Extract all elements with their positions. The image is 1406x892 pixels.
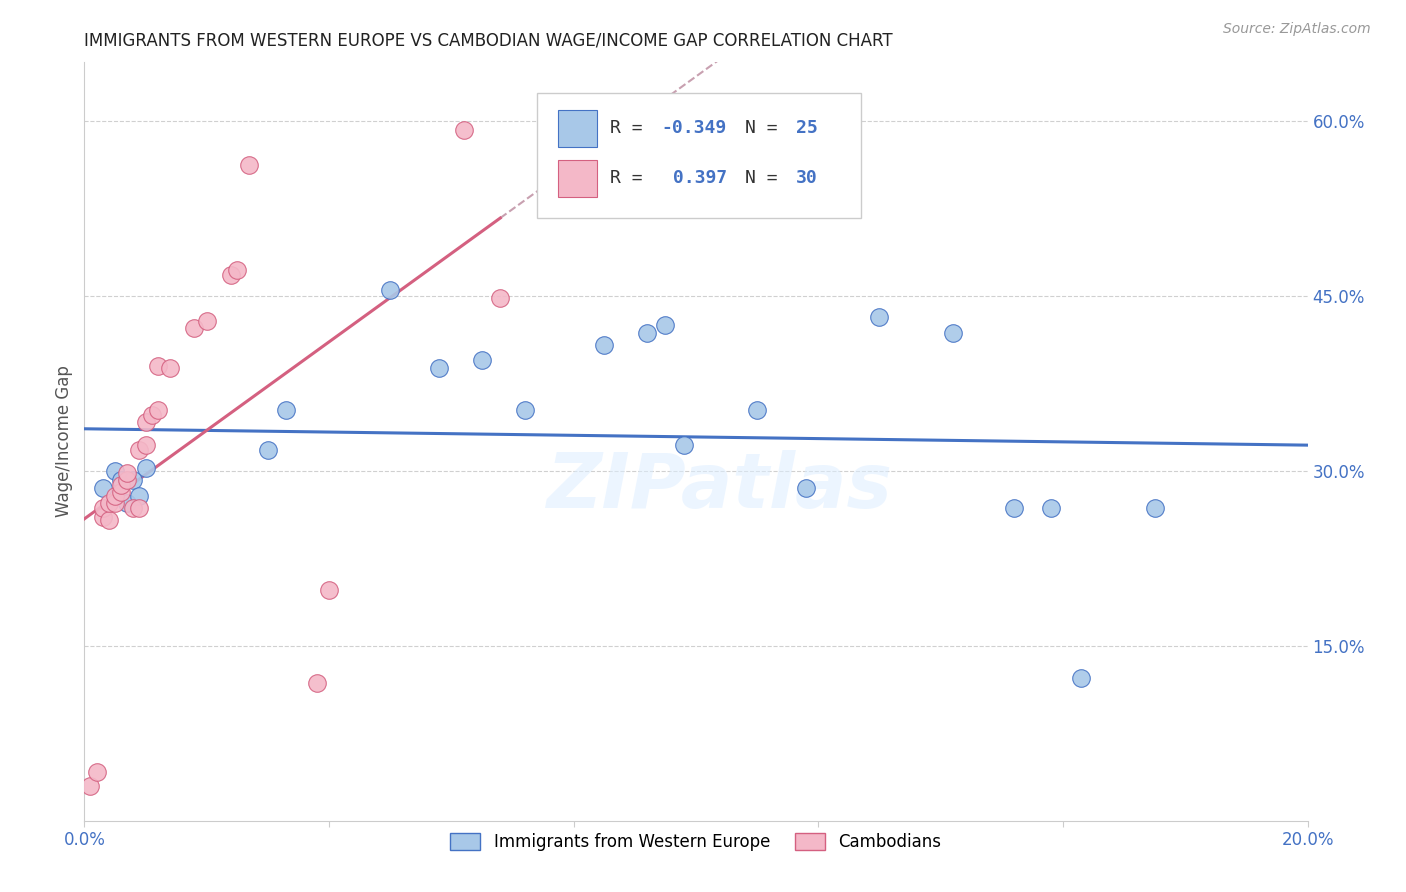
- Point: [1143, 501, 1166, 516]
- Point: [672, 438, 695, 452]
- Text: 30: 30: [796, 169, 818, 187]
- Point: [869, 310, 891, 324]
- Point: [115, 466, 138, 480]
- Point: [122, 501, 145, 516]
- Point: [86, 764, 108, 779]
- Point: [141, 408, 163, 422]
- Point: [135, 461, 157, 475]
- FancyBboxPatch shape: [558, 161, 598, 196]
- Point: [257, 442, 280, 457]
- Text: IMMIGRANTS FROM WESTERN EUROPE VS CAMBODIAN WAGE/INCOME GAP CORRELATION CHART: IMMIGRANTS FROM WESTERN EUROPE VS CAMBOD…: [84, 32, 893, 50]
- Point: [593, 337, 616, 351]
- Text: N =: N =: [745, 120, 789, 137]
- Point: [97, 496, 120, 510]
- Text: R =: R =: [610, 120, 654, 137]
- Point: [471, 352, 494, 367]
- Point: [489, 291, 512, 305]
- Text: ZIPatlas: ZIPatlas: [547, 450, 893, 524]
- Point: [318, 582, 340, 597]
- Point: [104, 496, 127, 510]
- Point: [238, 158, 260, 172]
- Text: 25: 25: [796, 120, 818, 137]
- Point: [104, 489, 127, 503]
- Text: -0.349: -0.349: [662, 120, 727, 137]
- Point: [794, 481, 817, 495]
- Point: [128, 501, 150, 516]
- Point: [128, 489, 150, 503]
- Text: Source: ZipAtlas.com: Source: ZipAtlas.com: [1223, 22, 1371, 37]
- Point: [146, 403, 169, 417]
- Legend: Immigrants from Western Europe, Cambodians: Immigrants from Western Europe, Cambodia…: [444, 826, 948, 858]
- Point: [427, 361, 450, 376]
- Point: [276, 403, 298, 417]
- Point: [226, 263, 249, 277]
- Point: [128, 442, 150, 457]
- Point: [115, 496, 138, 510]
- Point: [513, 403, 536, 417]
- Point: [104, 464, 127, 478]
- FancyBboxPatch shape: [537, 93, 860, 218]
- Point: [747, 403, 769, 417]
- Point: [183, 321, 205, 335]
- Text: N =: N =: [745, 169, 789, 187]
- Point: [91, 481, 114, 495]
- Point: [146, 359, 169, 373]
- Point: [1002, 501, 1025, 516]
- Point: [97, 513, 120, 527]
- Point: [115, 473, 138, 487]
- Point: [91, 510, 114, 524]
- Point: [1039, 501, 1062, 516]
- Point: [654, 318, 676, 332]
- Point: [305, 676, 328, 690]
- Text: 0.397: 0.397: [662, 169, 727, 187]
- Point: [380, 283, 402, 297]
- Point: [110, 477, 132, 491]
- Point: [195, 314, 218, 328]
- Point: [91, 501, 114, 516]
- Point: [135, 438, 157, 452]
- Point: [1070, 671, 1092, 685]
- Point: [135, 415, 157, 429]
- Point: [79, 779, 101, 793]
- Point: [219, 268, 242, 282]
- Point: [636, 326, 658, 340]
- Text: R =: R =: [610, 169, 654, 187]
- Point: [942, 326, 965, 340]
- Point: [110, 473, 132, 487]
- FancyBboxPatch shape: [558, 111, 598, 146]
- Point: [453, 123, 475, 137]
- Point: [159, 361, 181, 376]
- Y-axis label: Wage/Income Gap: Wage/Income Gap: [55, 366, 73, 517]
- Point: [110, 484, 132, 499]
- Point: [122, 473, 145, 487]
